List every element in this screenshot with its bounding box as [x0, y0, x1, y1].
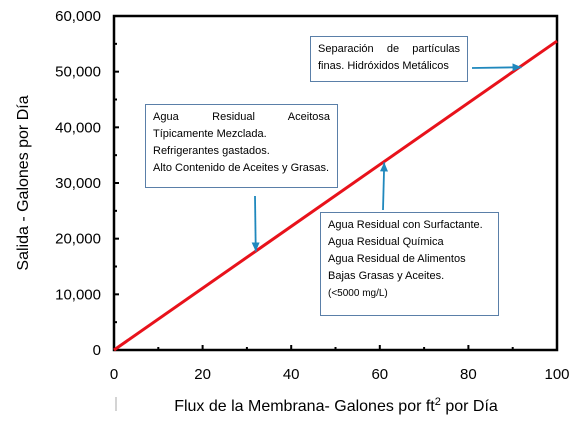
annotation-line: finas. Hidróxidos Metálicos [318, 60, 449, 72]
x-tick-label: 0 [110, 366, 118, 383]
annotation-line: Refrigerantes gastados. [153, 145, 270, 157]
x-tick-label: 20 [194, 366, 211, 383]
y-tick-label: 30,000 [55, 175, 101, 192]
annotation-line: Agua Residual con Surfactante. [328, 219, 483, 231]
y-tick-label: 60,000 [55, 8, 101, 25]
annotation-arrows [251, 63, 522, 252]
y-axis-ticks: 0 10,000 20,000 30,000 40,000 50,000 60,000 [55, 8, 119, 359]
series-line [113, 39, 558, 352]
y-tick-label: 20,000 [55, 231, 101, 248]
x-axis-ticks: 0 20 40 60 80 100 [110, 345, 570, 383]
annotation-line: Bajas Grasas y Aceites. [328, 270, 445, 282]
annotation-line: Agua Residual Aceitosa [153, 111, 330, 123]
annotation-line: Típicamente Mezclada. [153, 128, 267, 140]
y-axis-title: Salida - Galones por Día [15, 95, 32, 270]
x-tick-label: 40 [283, 366, 300, 383]
annotation-arrow [471, 63, 522, 72]
y-tick-label: 0 [93, 342, 101, 359]
x-axis-title: Flux de la Membrana- Galones por ft2 por… [174, 396, 498, 415]
y-tick-label: 50,000 [55, 64, 101, 81]
annotation-box-surfactant: Agua Residual con Surfactante. Agua Resi… [320, 212, 499, 316]
annotation-line: Separación de partículas [318, 43, 460, 55]
annotation-arrow [379, 162, 388, 211]
x-tick-label: 60 [371, 366, 388, 383]
x-tick-label: 80 [460, 366, 477, 383]
annotation-box-particles: Separación de partículas finas. Hidróxid… [310, 36, 468, 82]
annotation-line: Agua Residual Química [328, 236, 444, 248]
annotation-line: Alto Contenido de Aceites y Grasas. [153, 162, 330, 174]
y-tick-label: 10,000 [55, 286, 101, 303]
annotation-line: (<5000 mg/L) [328, 288, 388, 299]
series-layer [113, 39, 558, 352]
annotation-arrow [251, 195, 260, 252]
x-tick-label: 100 [544, 366, 569, 383]
annotation-box-oily-water: Agua Residual Aceitosa Típicamente Mezcl… [145, 104, 338, 188]
annotation-line: Agua Residual de Alimentos [328, 253, 466, 265]
y-tick-label: 40,000 [55, 119, 101, 136]
